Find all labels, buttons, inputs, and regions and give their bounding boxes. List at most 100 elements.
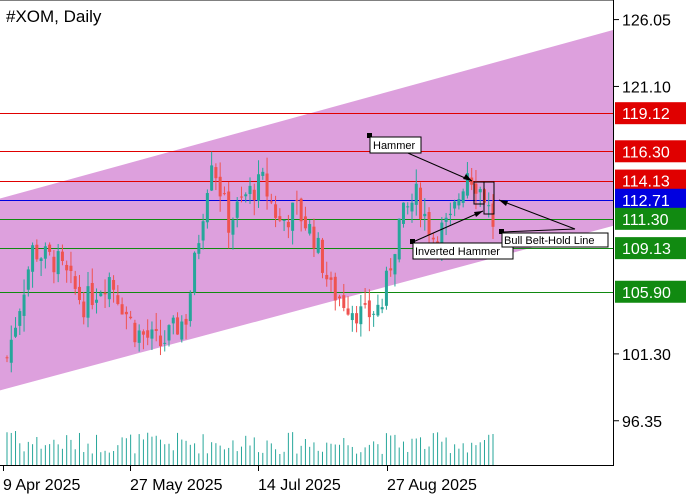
candle-body: [252, 189, 256, 201]
candle-body: [244, 194, 248, 197]
candle-body: [26, 269, 30, 290]
candle-body: [158, 335, 162, 347]
candle-body: [359, 306, 363, 325]
y-tick-label: 101.30: [622, 347, 671, 364]
candle-body: [171, 317, 175, 324]
candle-body: [367, 300, 371, 318]
candle-body: [52, 256, 56, 273]
candle-body: [137, 330, 141, 343]
candle-body: [295, 199, 299, 201]
candle-body: [465, 173, 469, 196]
candle-body: [22, 294, 26, 316]
candle-body: [197, 243, 201, 254]
time-axis: 9 Apr 2025 27 May 2025 14 Jul 2025 27 Aug 2…: [3, 466, 477, 494]
candle-body: [291, 202, 295, 231]
candle-body: [77, 286, 81, 301]
inverted-hammer-arrow-head: [474, 211, 483, 217]
candle-body: [282, 219, 286, 221]
hammer-label-box: [369, 136, 422, 154]
y-tick-label: 126.05: [622, 13, 671, 30]
candle-body: [303, 216, 307, 229]
pattern-annotations: Hammer Inverted Hammer Bull Belt-Hold Li…: [367, 133, 609, 260]
candle-body: [48, 244, 52, 252]
candle-body: [43, 246, 47, 259]
candle-body: [176, 317, 180, 335]
candlesticks: [5, 151, 495, 373]
level-badge: [615, 169, 686, 192]
level-badge: [615, 102, 686, 125]
candle-body: [286, 221, 290, 228]
candle-body: [154, 329, 158, 331]
candle-body: [163, 342, 167, 344]
candle-body: [86, 286, 90, 318]
candle-body: [231, 220, 235, 235]
candle-body: [316, 237, 320, 253]
inverted-hammer-label-box: [412, 242, 514, 260]
level-badge: [615, 237, 686, 260]
candle-body: [150, 329, 154, 339]
candle-body: [60, 251, 64, 262]
candle-body: [363, 303, 367, 305]
candle-body: [406, 206, 410, 208]
candle-body: [325, 274, 329, 280]
candle-body: [248, 185, 252, 195]
candle-body: [261, 171, 265, 176]
candle-body: [320, 239, 324, 273]
candle-body: [478, 189, 482, 193]
level-badge: [615, 140, 686, 163]
candle-body: [380, 307, 384, 310]
candle-body: [95, 299, 99, 303]
candle-body: [474, 183, 478, 194]
candle-body: [393, 254, 397, 275]
candle-body: [308, 224, 312, 234]
candle-body: [410, 202, 414, 212]
candle-body: [193, 252, 197, 293]
candle-body: [65, 264, 69, 271]
candle-body: [9, 339, 13, 363]
chart-frame: [0, 0, 614, 466]
price-level-lines: [0, 113, 614, 293]
candle-body: [342, 295, 346, 308]
candle-body: [312, 226, 316, 249]
candle-body: [69, 265, 73, 271]
pattern-marker-2: [483, 181, 495, 215]
y-tick-label: 121.10: [622, 79, 671, 96]
belt-hold-anchor: [499, 229, 504, 234]
chart-title: #XOM, Daily: [6, 7, 102, 26]
candle-body: [133, 322, 137, 343]
hammer-label: Hammer: [373, 140, 416, 152]
candle-body: [201, 221, 205, 241]
candle-body: [338, 296, 342, 299]
candle-body: [419, 187, 423, 220]
candle-body: [397, 218, 401, 260]
inverted-hammer-anchor: [410, 239, 415, 244]
candle-body: [372, 313, 376, 315]
candle-body: [39, 258, 43, 261]
belt-hold-label: Bull Belt-Hold Line: [504, 235, 595, 247]
hammer-anchor: [367, 133, 372, 138]
candle-body: [5, 357, 9, 359]
candle-body: [355, 313, 359, 324]
candle-body: [35, 244, 39, 260]
candle-body: [18, 311, 22, 326]
candle-body: [333, 276, 337, 301]
volume-bars: [6, 431, 494, 466]
y-tick-label: 96.35: [622, 414, 662, 431]
candle-body: [350, 313, 354, 321]
candle-body: [461, 191, 465, 203]
level-label: 111.30: [622, 212, 669, 229]
candle-body: [235, 201, 239, 218]
candle-body: [124, 311, 128, 315]
belt-hold-label-box: [501, 232, 609, 248]
candle-body: [299, 198, 303, 222]
candle-body: [401, 202, 405, 224]
hammer-arrow-head: [463, 174, 472, 181]
regression-channel: [0, 29, 614, 391]
channel-band: [0, 29, 614, 391]
level-label: 105.90: [622, 285, 671, 302]
candle-body: [146, 330, 150, 338]
x-tick-label: 9 Apr 2025: [3, 477, 81, 494]
candle-body: [90, 282, 94, 306]
